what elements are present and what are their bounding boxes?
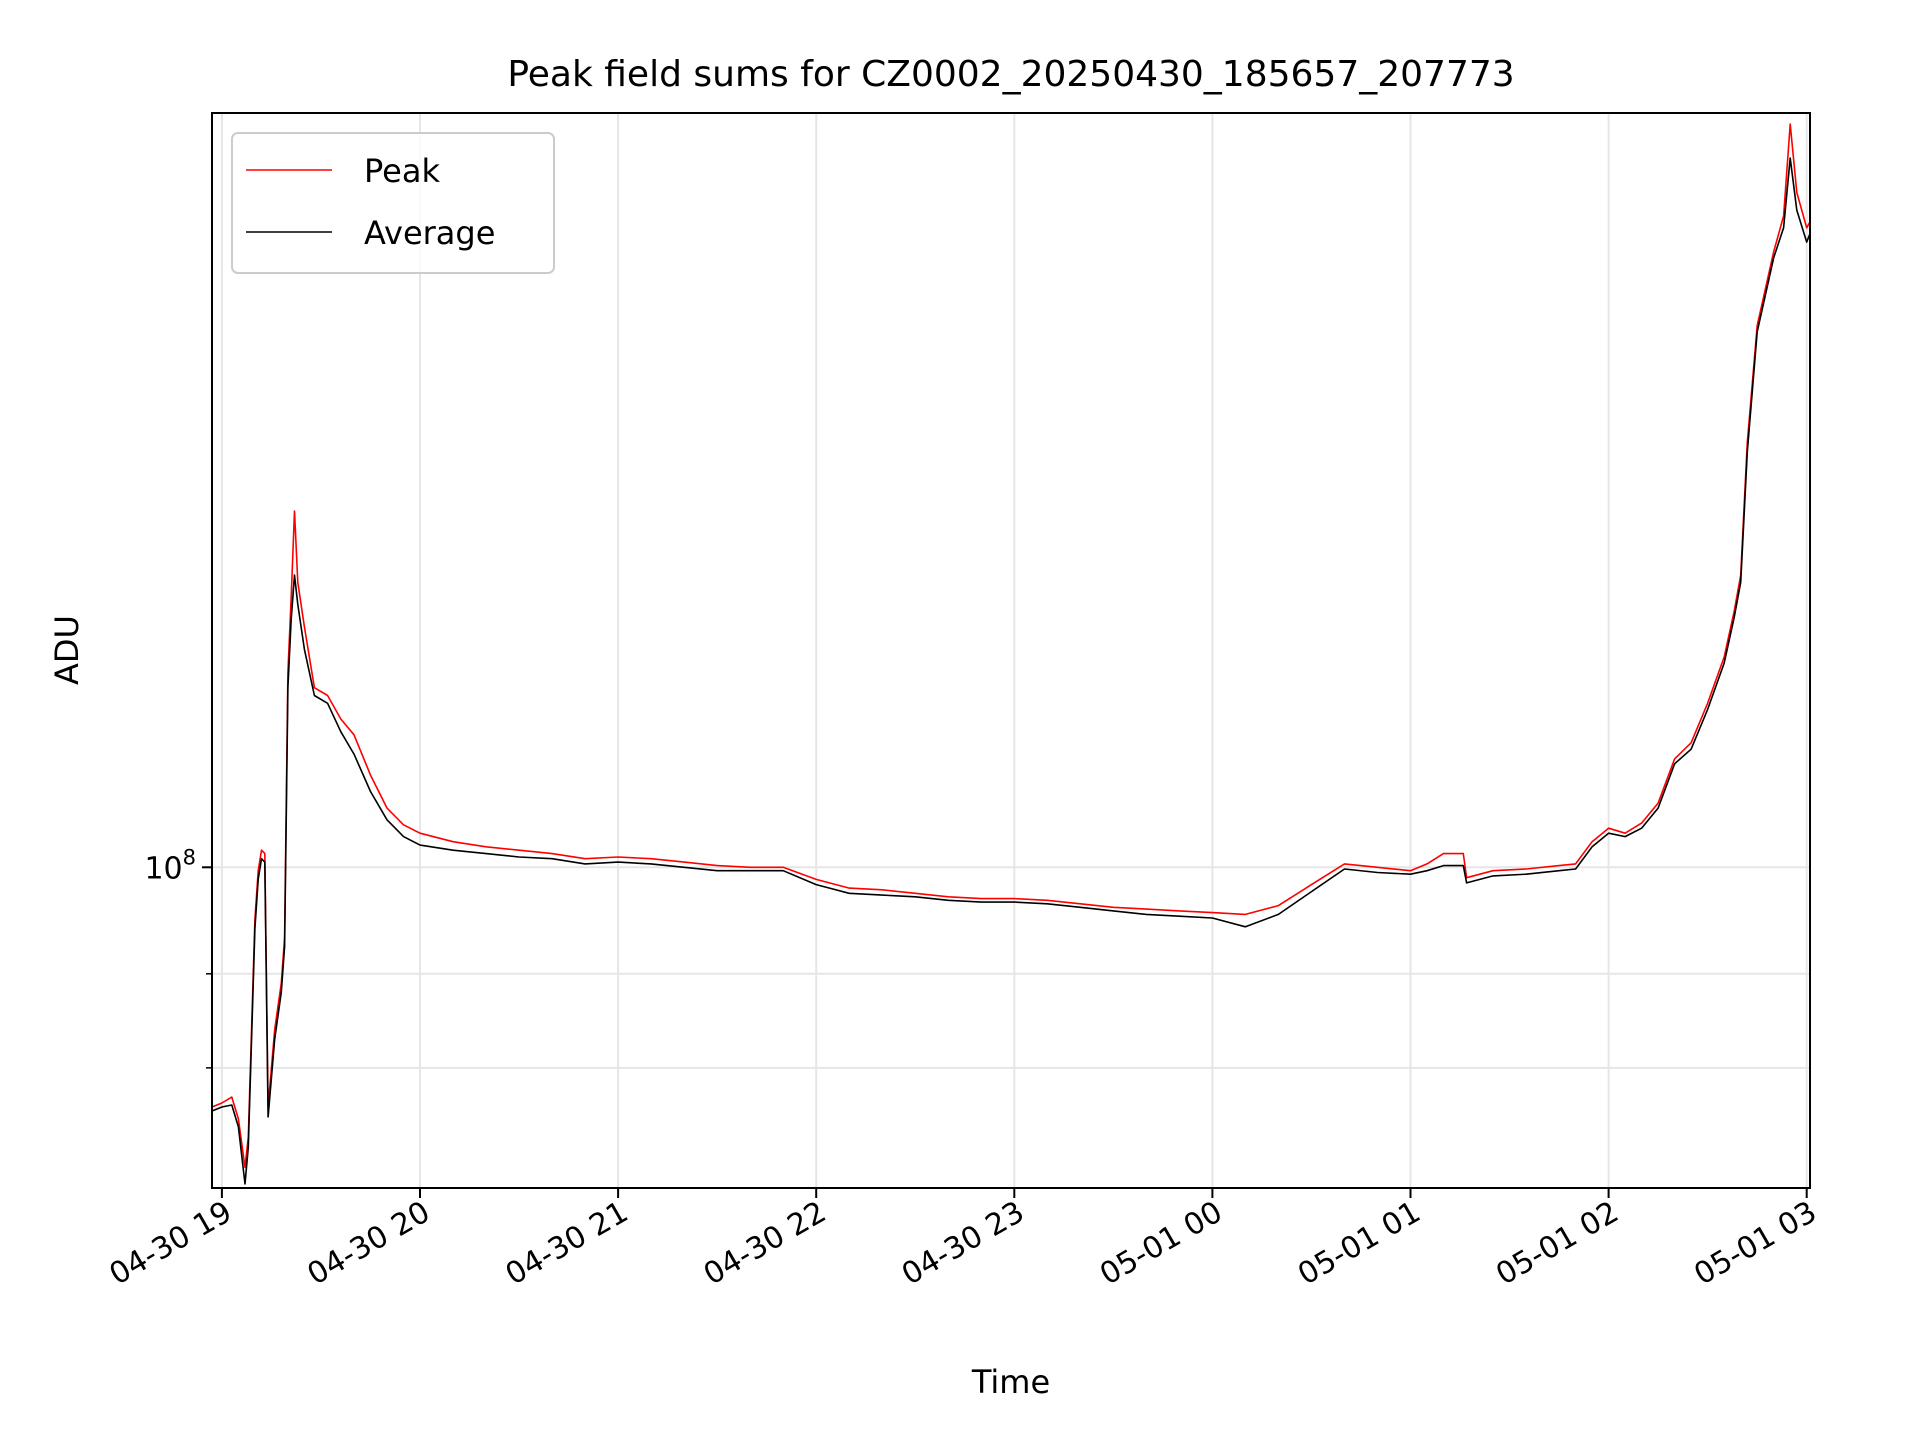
legend: Peak Average xyxy=(231,132,555,274)
legend-label-average: Average xyxy=(364,214,495,252)
series-line-average xyxy=(211,157,1811,1185)
y-tick-label: 108 xyxy=(144,845,196,886)
y-axis: 108 xyxy=(144,845,212,1069)
series-lines xyxy=(211,123,1811,1185)
y-axis-label: ADU xyxy=(48,615,86,685)
chart-title: Peak field sums for CZ0002_20250430_1856… xyxy=(507,54,1514,95)
plot-area xyxy=(211,112,1811,1189)
x-axis-label: Time xyxy=(971,1363,1050,1401)
legend-box xyxy=(231,132,555,274)
legend-label-peak: Peak xyxy=(364,152,440,190)
